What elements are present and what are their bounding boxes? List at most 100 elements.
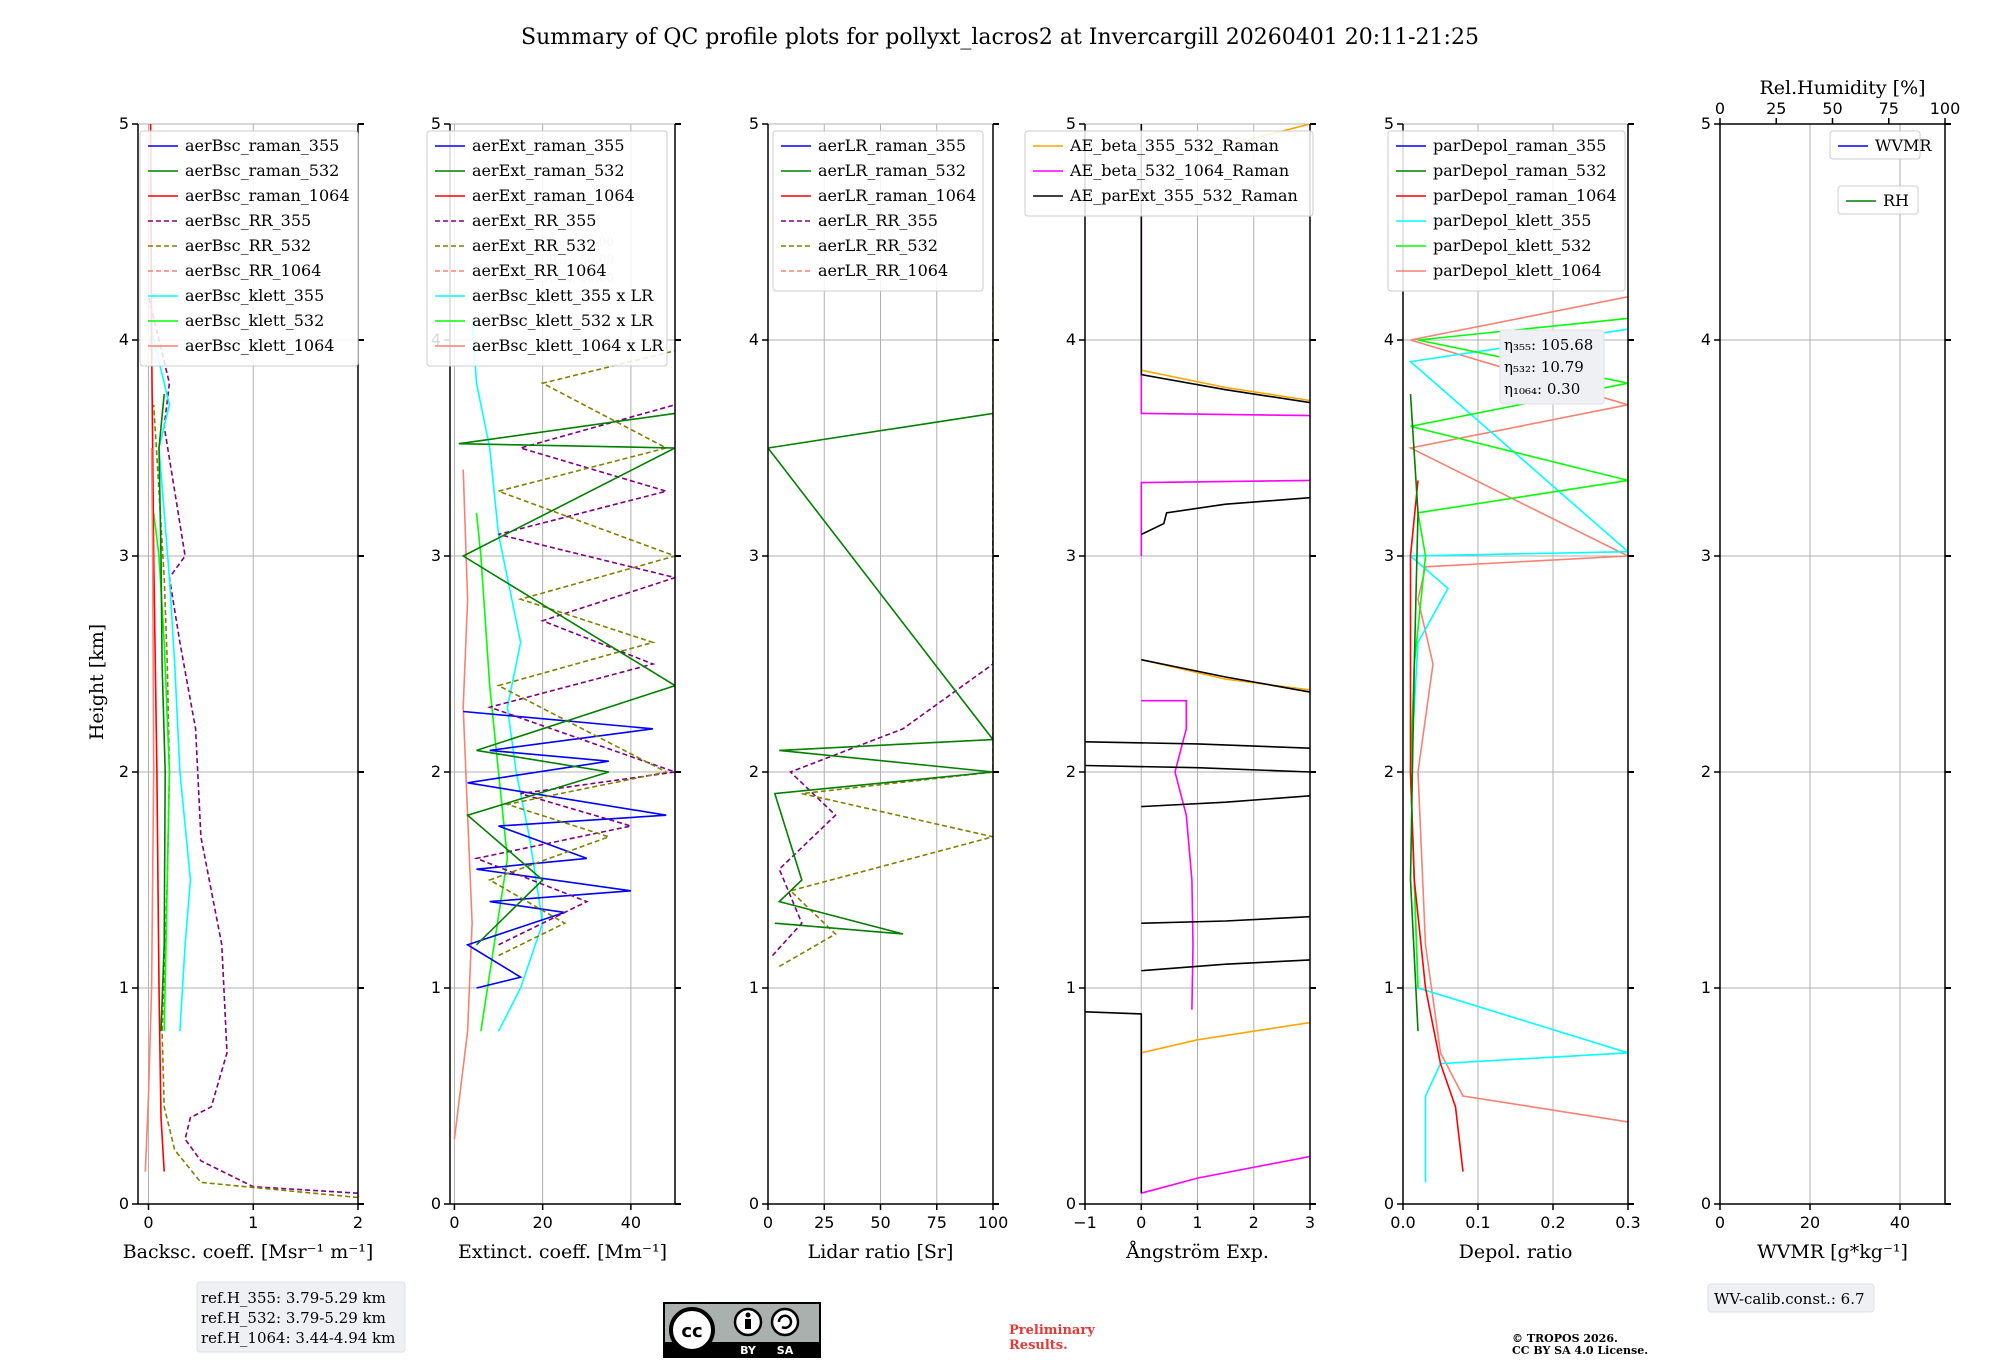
eta-label: η₅₃₂: 10.79 bbox=[1504, 358, 1584, 376]
legend-lr: aerLR_raman_355 aerLR_raman_532 aerLR_rama… bbox=[772, 130, 984, 292]
x-tick-label: 50 bbox=[870, 1213, 890, 1232]
legend-label: aerBsc_klett_1064 bbox=[185, 336, 334, 355]
copyright-line2: CC BY SA 4.0 License. bbox=[1512, 1344, 1648, 1357]
series-pardepol-raman-1064 bbox=[1409, 480, 1464, 1172]
series-pardepol-klett-532 bbox=[1409, 317, 1628, 989]
legend-label: aerLR_RR_355 bbox=[818, 211, 938, 230]
legend-depol: parDepol_raman_355 parDepol_raman_532 parD… bbox=[1387, 130, 1626, 292]
y-tick-label: 4 bbox=[1384, 330, 1394, 349]
wv-calib-box: WV-calib.const.: 6.7 bbox=[1707, 1283, 1875, 1313]
y-tick-label: 4 bbox=[749, 330, 759, 349]
top-x-tick-label: 25 bbox=[1766, 99, 1786, 118]
eta-box: η₃₅₅: 105.68 η₅₃₂: 10.79 η₁₀₆₄: 0.30 bbox=[1499, 329, 1605, 405]
top-x-tick-label: 0 bbox=[1715, 99, 1725, 118]
x-tick-label: 0 bbox=[763, 1213, 773, 1232]
y-tick-label: 2 bbox=[749, 762, 759, 781]
legend-label: aerLR_raman_355 bbox=[818, 136, 966, 155]
x-tick-label: 2 bbox=[353, 1213, 363, 1232]
y-tick-label: 5 bbox=[431, 114, 441, 133]
legend-frame bbox=[1024, 130, 1314, 217]
x-tick-label: 0.1 bbox=[1465, 1213, 1490, 1232]
y-tick-label: 0 bbox=[119, 1194, 129, 1213]
y-tick-label: 0 bbox=[1384, 1194, 1394, 1213]
y-tick-label: 5 bbox=[749, 114, 759, 133]
copyright-line1: © TROPOS 2026. bbox=[1512, 1332, 1618, 1345]
y-tick-label: 0 bbox=[431, 1194, 441, 1213]
x-axis-label: Depol. ratio bbox=[1459, 1241, 1573, 1263]
top-x-tick-label: 50 bbox=[1822, 99, 1842, 118]
y-tick-label: 4 bbox=[1701, 330, 1711, 349]
legend-ext: aerExt_raman_355 aerExt_raman_532 aerExt_r… bbox=[426, 130, 668, 367]
x-tick-label: 3 bbox=[1305, 1213, 1315, 1232]
series-pardepol-klett-355 bbox=[1408, 328, 1628, 1183]
legend-label: RH bbox=[1883, 191, 1909, 210]
series-ae-parext-355-532-raman-5- bbox=[1085, 764, 1310, 773]
y-tick-label: 0 bbox=[1066, 1194, 1076, 1213]
svg-text:cc: cc bbox=[681, 1321, 702, 1342]
legend-label: AE_beta_532_1064_Raman bbox=[1069, 161, 1289, 180]
cc-icon bbox=[669, 1307, 715, 1353]
legend-label: AE_beta_355_532_Raman bbox=[1069, 136, 1279, 155]
legend-ae: AE_beta_355_532_Raman AE_beta_532_1064_Ra… bbox=[1024, 130, 1314, 217]
y-axis-label: Height [km] bbox=[86, 624, 108, 740]
series-pardepol-klett-1064 bbox=[1408, 296, 1628, 1123]
legend-label: aerBsc_klett_532 bbox=[185, 311, 324, 330]
legend-frame bbox=[772, 130, 984, 292]
legend-bsc: aerBsc_raman_355 aerBsc_raman_532 aerBsc_r… bbox=[139, 130, 359, 367]
x-axis-label: Lidar ratio [Sr] bbox=[808, 1241, 954, 1263]
legend-label: aerBsc_klett_355 x LR bbox=[472, 286, 654, 305]
legend-label: aerBsc_raman_1064 bbox=[185, 186, 350, 205]
top-x-tick-label: 100 bbox=[1930, 99, 1961, 118]
legend-label: aerExt_RR_355 bbox=[472, 211, 596, 230]
preliminary-line2: Results. bbox=[1009, 1338, 1068, 1353]
y-tick-label: 5 bbox=[1701, 114, 1711, 133]
y-tick-label: 3 bbox=[119, 546, 129, 565]
eta-label: η₁₀₆₄: 0.30 bbox=[1504, 380, 1580, 398]
y-tick-label: 3 bbox=[1066, 546, 1076, 565]
top-axis-label: Rel.Humidity [%] bbox=[1759, 77, 1925, 99]
x-tick-label: 0.2 bbox=[1540, 1213, 1565, 1232]
series-ae-parext-355-532-raman-6- bbox=[1085, 741, 1310, 749]
y-tick-label: 2 bbox=[119, 762, 129, 781]
x-tick-label: 20 bbox=[1800, 1213, 1820, 1232]
legend-frame bbox=[139, 130, 359, 367]
figure-title: Summary of QC profile plots for pollyxt_… bbox=[521, 25, 1479, 50]
series-aerext-rr-532 bbox=[487, 350, 675, 957]
series-group bbox=[1408, 296, 1628, 1183]
x-axis-label: Ångström Exp. bbox=[1125, 1241, 1269, 1263]
x-tick-label: 75 bbox=[927, 1213, 947, 1232]
x-tick-label: 0 bbox=[143, 1213, 153, 1232]
legend-label: aerExt_raman_1064 bbox=[472, 186, 635, 205]
legend-frame bbox=[426, 130, 668, 367]
series-aerlr-rr-532 bbox=[778, 286, 993, 968]
legend-label: aerBsc_raman_355 bbox=[185, 136, 339, 155]
preliminary-line1: Preliminary bbox=[1009, 1323, 1095, 1338]
x-tick-label: 0 bbox=[449, 1213, 459, 1232]
panel-depol: 0 1 2 3 4 5 0.0 0.1 0.2 0.3 Depol. ratio parDepol_r… bbox=[1384, 114, 1641, 1263]
legend-label: parDepol_raman_532 bbox=[1433, 161, 1606, 180]
y-tick-label: 2 bbox=[1701, 762, 1711, 781]
x-tick-label: 0 bbox=[1136, 1213, 1146, 1232]
series-aerext-raman-355 bbox=[463, 710, 667, 989]
x-tick-label: 2 bbox=[1249, 1213, 1259, 1232]
y-tick-label: 5 bbox=[119, 114, 129, 133]
legend-frame bbox=[1387, 130, 1626, 292]
share-alike-icon bbox=[770, 1307, 800, 1337]
legend-label: parDepol_klett_532 bbox=[1433, 236, 1591, 255]
x-tick-label: 25 bbox=[814, 1213, 834, 1232]
series-aerbsc-klett-1064 bbox=[144, 447, 155, 1172]
y-tick-label: 1 bbox=[1701, 978, 1711, 997]
legend-label: AE_parExt_355_532_Raman bbox=[1069, 186, 1298, 205]
ref-height-355: ref.H_355: 3.79-5.29 km bbox=[201, 1289, 386, 1307]
y-tick-label: 3 bbox=[749, 546, 759, 565]
legend-label: aerBsc_raman_532 bbox=[185, 161, 339, 180]
y-tick-label: 1 bbox=[431, 978, 441, 997]
y-tick-label: 3 bbox=[431, 546, 441, 565]
series-ae-parext-355-532-raman-3- bbox=[1141, 915, 1310, 924]
y-tick-label: 4 bbox=[1066, 330, 1076, 349]
series-aerlr-rr-355 bbox=[771, 491, 993, 957]
series-ae-parext-355-532-raman bbox=[1085, 1011, 1143, 1194]
